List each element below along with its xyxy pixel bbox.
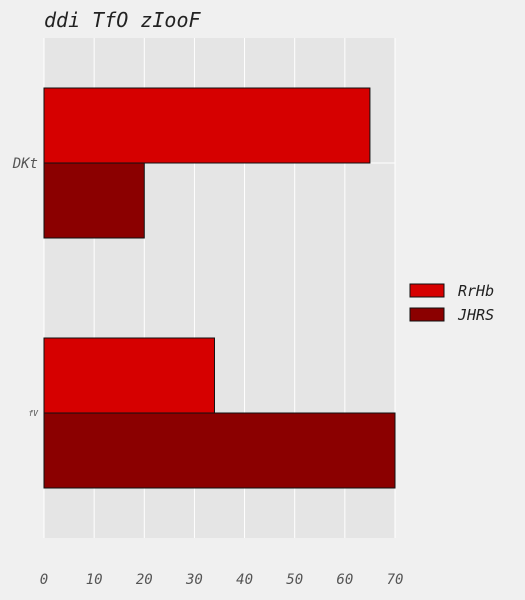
legend: RrHb JHRS [409, 282, 494, 324]
x-tick-label: 60 [336, 572, 353, 588]
y-tick-label: DKt [12, 156, 38, 172]
bar-RrHb-DKt [43, 87, 371, 164]
legend-label-JHRS: JHRS [457, 306, 494, 324]
x-tick-label: 40 [236, 572, 253, 588]
legend-label-RrHb: RrHb [458, 282, 494, 300]
y-axis-ticks: DKt fV [12, 156, 39, 418]
bar-JHRS-DKt [43, 162, 145, 239]
bars [43, 87, 396, 489]
chart-title: ddi TfO zIooF [44, 8, 201, 32]
y-tick-label: fV [28, 409, 39, 418]
bar-JHRS-fV [43, 412, 396, 489]
x-tick-label: 20 [136, 572, 153, 588]
x-tick-label: 50 [286, 572, 303, 588]
x-axis-ticks: 0 10 20 30 40 50 60 70 [40, 572, 404, 588]
x-tick-label: 70 [387, 572, 404, 588]
x-tick-label: 0 [40, 572, 48, 588]
x-tick-label: 10 [86, 572, 103, 588]
legend-swatch-JHRS [409, 307, 445, 322]
x-tick-label: 30 [185, 572, 203, 588]
legend-swatch-RrHb [409, 283, 445, 298]
bar-RrHb-fV [43, 337, 215, 414]
